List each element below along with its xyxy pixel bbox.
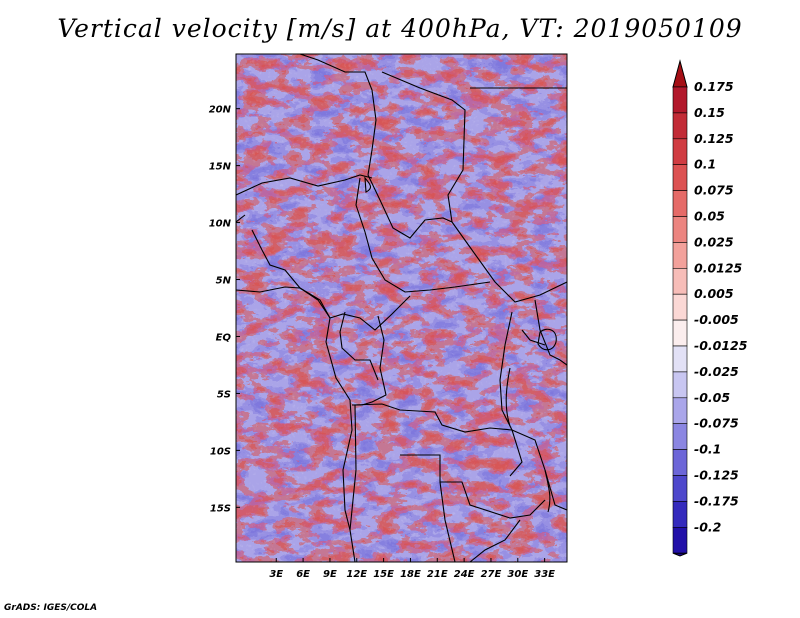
- boundary-line: [400, 454, 546, 519]
- colorbar-swatch: [672, 501, 688, 528]
- y-tick-label: EQ: [216, 332, 232, 343]
- colorbar-label: 0.125: [694, 131, 734, 146]
- colorbar-label: 0.15: [694, 105, 725, 120]
- plot-area: 3E 6E 9E 12E 15E 18E 21E 24E 27E 30E 33E 20N 15N 10N…: [209, 53, 568, 580]
- y-tick-label: 20N: [209, 105, 232, 116]
- boundary-line: [236, 214, 246, 223]
- colorbar-swatch: [672, 293, 688, 321]
- x-tick-label: 30E: [507, 569, 528, 580]
- x-tick-label: 24E: [454, 569, 475, 580]
- y-tick-label: 15S: [210, 503, 231, 514]
- y-tick-label: 10S: [210, 446, 231, 457]
- colorbar-swatch: [672, 242, 688, 269]
- colorbar-swatch: [672, 190, 688, 217]
- colorbar-swatch: [672, 267, 688, 295]
- colorbar-swatch: [672, 526, 688, 554]
- boundary-line: [251, 229, 301, 289]
- colorbar-swatch: [672, 449, 688, 476]
- x-tick-label: 15E: [373, 569, 394, 580]
- x-axis: 3E 6E 9E 12E 15E 18E 21E 24E 27E 30E 33E: [269, 558, 555, 580]
- field-speckle: [236, 54, 567, 562]
- y-axis: 20N 15N 10N 5N EQ 5S 10S 15S: [209, 105, 240, 514]
- colorbar-label: 0.1: [694, 157, 716, 172]
- boundary-line: [351, 403, 513, 433]
- colorbar-label: -0.075: [694, 416, 739, 431]
- colorbar-label: 0.05: [694, 209, 725, 224]
- country-boundaries: [236, 54, 567, 562]
- boundary-line: [381, 71, 466, 223]
- lake-tanganyika: [505, 367, 511, 427]
- boundary-line: [439, 481, 456, 562]
- x-tick-label: 33E: [534, 569, 555, 580]
- boundary-line: [534, 299, 567, 366]
- y-tick-label: 15N: [209, 162, 232, 173]
- x-tick-label: 21E: [427, 569, 448, 580]
- grads-credit: GrADS: IGES/COLA: [4, 603, 98, 613]
- boundary-line: [451, 221, 567, 303]
- colorbar-label: -0.05: [694, 390, 730, 405]
- boundary-line: [469, 519, 521, 562]
- colorbar-swatch: [672, 86, 688, 114]
- colorbar-label: 0.025: [694, 234, 734, 249]
- colorbar-swatch: [672, 216, 688, 243]
- boundary-line: [521, 329, 546, 346]
- boundary-line: [355, 177, 491, 293]
- colorbar-swatch: [672, 475, 688, 502]
- colorbar-swatch: [672, 164, 688, 191]
- y-tick-label: 10N: [209, 219, 232, 230]
- colorbar-label: -0.025: [694, 364, 739, 379]
- colorbar-label: -0.0125: [694, 338, 748, 353]
- chart-title: Vertical velocity [m/s] at 400hPa, VT: 2…: [57, 14, 743, 43]
- colorbar-label: 0.005: [694, 286, 734, 301]
- lake-malawi: [544, 469, 551, 513]
- colorbar-swatch: [672, 138, 688, 166]
- colorbar-label: -0.005: [694, 312, 739, 327]
- lake-victoria: [537, 328, 557, 351]
- x-tick-label: 3E: [269, 569, 283, 580]
- x-tick-label: 9E: [323, 569, 337, 580]
- colorbar: 0.175 0.15 0.125 0.1 0.075 0.05 0.025 0.0125 0.0…: [672, 59, 748, 557]
- boundary-line: [299, 54, 377, 176]
- colorbar-top-triangle: [672, 59, 688, 88]
- boundary-line: [339, 311, 379, 381]
- colorbar-label: -0.175: [694, 493, 739, 508]
- boundary-line: [299, 287, 411, 331]
- x-tick-label: 18E: [400, 569, 421, 580]
- plot-frame: [235, 53, 568, 563]
- boundary-line: [349, 404, 357, 562]
- colorbar-label: -0.1: [694, 442, 721, 457]
- boundary-line: [367, 174, 453, 239]
- colorbar-swatch: [672, 423, 688, 450]
- boundary-line: [499, 311, 523, 477]
- colorbar-swatch: [672, 371, 688, 399]
- colorbar-swatch: [672, 345, 688, 373]
- colorbar-label: -0.2: [694, 519, 721, 534]
- colorbar-swatch: [672, 112, 688, 140]
- lake-chad: [364, 176, 372, 193]
- coastline: [236, 286, 353, 531]
- boundary-line: [236, 174, 373, 196]
- y-tick-label: 5S: [217, 389, 231, 400]
- x-tick-label: 12E: [346, 569, 367, 580]
- colorbar-label: -0.125: [694, 468, 739, 483]
- colorbar-label: 0.0125: [694, 260, 743, 275]
- x-tick-label: 6E: [296, 569, 310, 580]
- y-tick-label: 5N: [216, 276, 232, 287]
- colorbar-label: 0.075: [694, 183, 734, 198]
- colorbar-swatch: [672, 319, 688, 347]
- colorbar-label: 0.175: [694, 79, 734, 94]
- colorbar-bottom-triangle: [672, 552, 688, 557]
- x-tick-label: 27E: [481, 569, 502, 580]
- colorbar-swatch: [672, 397, 688, 424]
